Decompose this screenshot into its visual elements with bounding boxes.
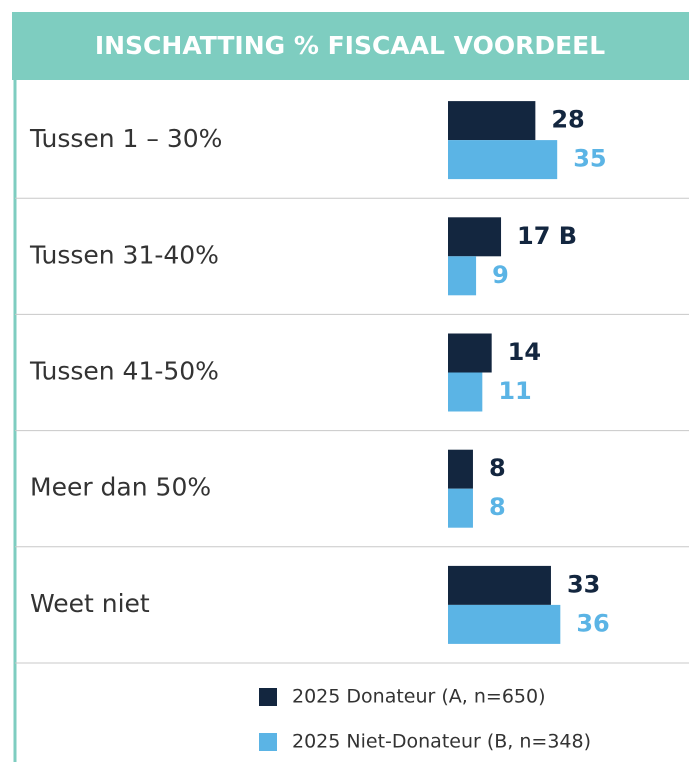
chart-title: INSCHATTING % FISCAAL VOORDEEL [95, 31, 605, 60]
value-label: 28 [551, 106, 584, 134]
bar [448, 604, 561, 644]
bar [448, 101, 536, 141]
value-label: 11 [498, 377, 531, 405]
legend-label: 2025 Niet-Donateur (B, n=348) [292, 731, 591, 753]
bar [448, 449, 473, 489]
category-label: Tussen 41-50% [29, 357, 219, 386]
bar [448, 565, 551, 605]
value-label: 9 [492, 261, 509, 289]
legend-swatch [259, 688, 277, 706]
legend-swatch [259, 733, 277, 751]
category-label: Tussen 31-40% [29, 240, 219, 269]
bar [448, 488, 473, 528]
value-label: 14 [508, 338, 541, 366]
header-band [12, 12, 689, 80]
bar [448, 372, 483, 412]
category-label: Meer dan 50% [30, 473, 211, 502]
value-label: 17 B [517, 222, 577, 250]
value-label: 33 [567, 570, 600, 598]
category-label: Weet niet [30, 589, 150, 618]
legend-label: 2025 Donateur (A, n=650) [292, 686, 546, 708]
value-label: 35 [573, 145, 606, 173]
bar [448, 140, 558, 180]
bar [448, 256, 477, 296]
category-label: Tussen 1 – 30% [29, 124, 222, 153]
value-label: 36 [576, 609, 609, 637]
value-label: 8 [489, 454, 506, 482]
bar [448, 217, 502, 257]
value-label: 8 [489, 493, 506, 521]
bar [448, 333, 492, 373]
